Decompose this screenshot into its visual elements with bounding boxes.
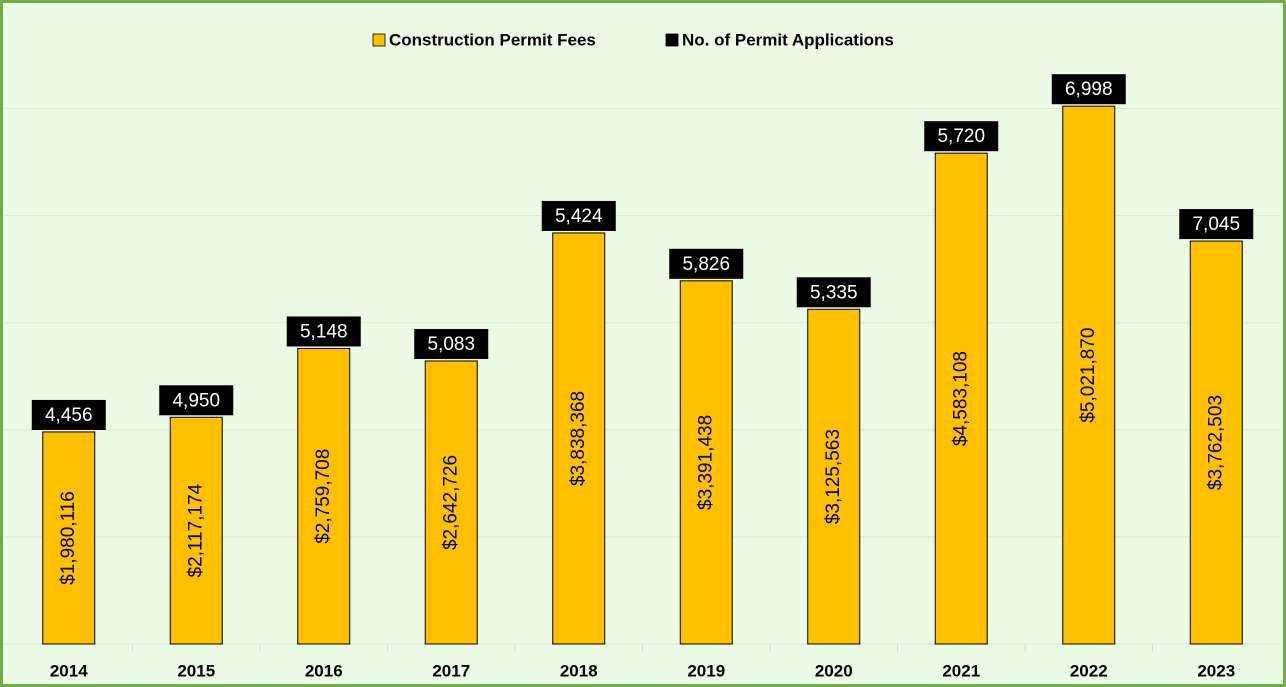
- applications-label-box: [924, 121, 999, 152]
- bar: [934, 152, 988, 645]
- applications-label: 5,424: [555, 206, 603, 227]
- bar: [1189, 240, 1243, 645]
- bar-value-label: $2,117,174: [185, 483, 206, 577]
- applications-label-box: [286, 316, 361, 347]
- applications-label-box: [1179, 209, 1254, 240]
- applications-label: 5,720: [937, 126, 985, 147]
- applications-label: 5,083: [427, 334, 475, 355]
- bar-value-label: $2,759,708: [313, 449, 334, 544]
- applications-label-box: [31, 399, 106, 430]
- bar: [42, 431, 96, 645]
- applications-label-box: [541, 200, 616, 231]
- bar-value-label: $3,391,438: [695, 415, 716, 510]
- legend-swatch: [665, 33, 679, 47]
- x-tick-label: 2020: [815, 661, 853, 680]
- applications-label: 6,998: [1065, 79, 1113, 100]
- applications-label-box: [669, 248, 744, 279]
- applications-label-box: [414, 328, 489, 359]
- x-tick-label: 2021: [942, 661, 980, 680]
- bar: [169, 416, 223, 645]
- x-tick-label: 2018: [560, 661, 598, 680]
- applications-label: 4,950: [172, 390, 220, 411]
- bar-value-label: $3,838,368: [568, 391, 589, 486]
- bar-value-label: $5,021,870: [1078, 328, 1099, 423]
- applications-label: 7,045: [1192, 214, 1240, 235]
- applications-label: 5,335: [810, 282, 858, 303]
- applications-label-box: [796, 277, 871, 308]
- x-tick-label: 2016: [305, 661, 343, 680]
- x-tick-label: 2014: [50, 661, 88, 680]
- bar: [297, 347, 351, 645]
- bar: [424, 360, 478, 645]
- legend-label: No. of Permit Applications: [682, 30, 894, 49]
- bar-value-label: $1,980,116: [58, 491, 79, 585]
- applications-label: 5,148: [300, 321, 348, 342]
- bar: [679, 280, 733, 645]
- bar-value-label: $3,762,503: [1205, 395, 1226, 490]
- legend-swatch: [372, 33, 386, 47]
- applications-label: 4,456: [45, 405, 93, 426]
- bar: [1062, 105, 1116, 645]
- applications-label: 5,826: [682, 254, 730, 275]
- x-tick-label: 2017: [432, 661, 470, 680]
- x-tick-label: 2019: [687, 661, 725, 680]
- bar: [807, 308, 861, 645]
- x-tick-label: 2015: [177, 661, 215, 680]
- bar-value-label: $3,125,563: [823, 429, 844, 524]
- x-tick-label: 2023: [1197, 661, 1235, 680]
- applications-label-box: [159, 385, 234, 416]
- x-tick-label: 2022: [1070, 661, 1108, 680]
- bar: [552, 232, 606, 645]
- applications-label-box: [1051, 74, 1126, 105]
- bar-value-label: $2,642,726: [440, 455, 461, 550]
- bar-value-label: $4,583,108: [950, 351, 971, 446]
- legend-label: Construction Permit Fees: [389, 30, 596, 49]
